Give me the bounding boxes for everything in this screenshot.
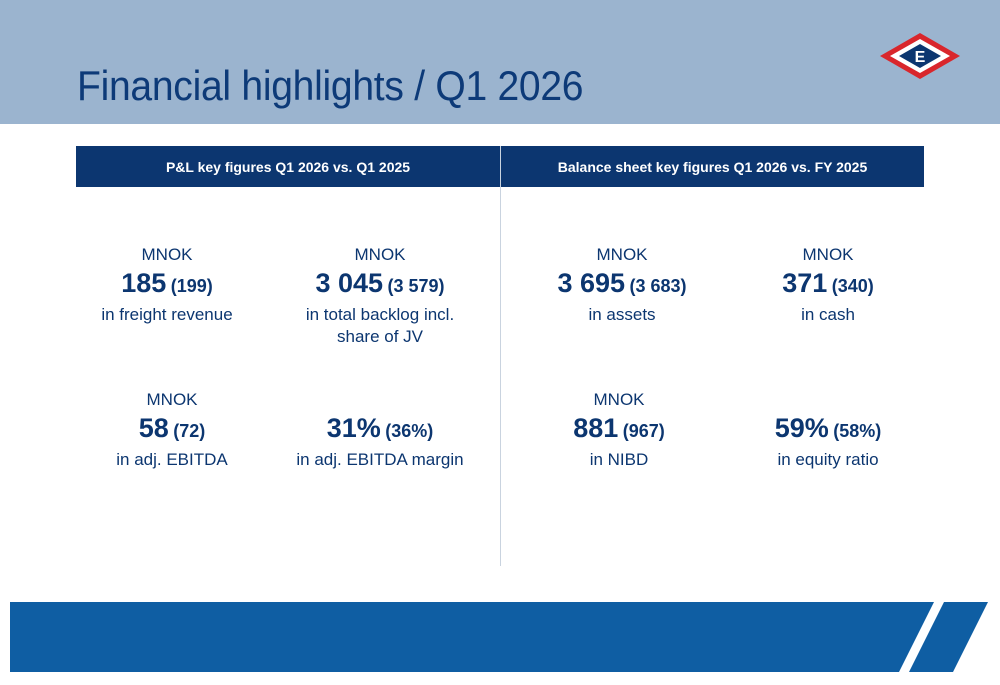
- figure-adj-ebitda-margin: 31% (36%) in adj. EBITDA margin: [275, 390, 485, 471]
- figure-description: in adj. EBITDA margin: [296, 450, 464, 469]
- balance-sheet-key-figures-header: Balance sheet key figures Q1 2026 vs. FY…: [501, 146, 924, 187]
- figure-unit: [723, 390, 933, 410]
- footer-band: [10, 602, 988, 672]
- figure-cash: MNOK 371 (340) in cash: [723, 245, 933, 326]
- header-band: [0, 0, 1000, 124]
- figure-value: 3 695: [557, 268, 626, 298]
- figure-description: in total backlog incl. share of JV: [305, 305, 455, 346]
- figure-value: 31%: [326, 413, 381, 443]
- column-divider: [500, 146, 501, 566]
- figure-value: 371: [782, 268, 828, 298]
- figure-value: 58: [138, 413, 169, 443]
- figure-previous: (72): [173, 421, 206, 441]
- figure-value: 881: [573, 413, 619, 443]
- figure-unit: MNOK: [354, 245, 406, 264]
- figure-unit: MNOK: [141, 245, 193, 264]
- figure-previous: (58%): [833, 421, 882, 441]
- pl-key-figures-header: P&L key figures Q1 2026 vs. Q1 2025: [76, 146, 500, 187]
- figure-total-backlog: MNOK 3 045 (3 579) in total backlog incl…: [275, 245, 485, 348]
- figure-value: 185: [121, 268, 167, 298]
- figure-description: in adj. EBITDA: [116, 450, 228, 469]
- figure-previous: (36%): [385, 421, 434, 441]
- figure-previous: (967): [622, 421, 665, 441]
- page-title: Financial highlights / Q1 2026: [77, 62, 584, 109]
- figure-value: 59%: [774, 413, 829, 443]
- figure-unit: [275, 390, 485, 410]
- figure-equity-ratio: 59% (58%) in equity ratio: [723, 390, 933, 471]
- figure-description: in NIBD: [589, 450, 649, 469]
- figure-assets: MNOK 3 695 (3 683) in assets: [517, 245, 727, 326]
- figure-description: in cash: [801, 305, 855, 324]
- figure-previous: (199): [170, 276, 213, 296]
- company-logo-icon: E: [880, 33, 960, 79]
- figure-previous: (3 579): [387, 276, 445, 296]
- figure-description: in equity ratio: [777, 450, 879, 469]
- figure-adj-ebitda: MNOK 58 (72) in adj. EBITDA: [67, 390, 277, 471]
- figure-unit: MNOK: [802, 245, 854, 264]
- figure-unit: MNOK: [596, 245, 648, 264]
- figure-freight-revenue: MNOK 185 (199) in freight revenue: [62, 245, 272, 326]
- figure-description: in freight revenue: [101, 305, 233, 324]
- figure-unit: MNOK: [146, 390, 198, 409]
- figure-description: in assets: [588, 305, 656, 324]
- figure-previous: (340): [831, 276, 874, 296]
- figure-unit: MNOK: [593, 390, 645, 409]
- figure-nibd: MNOK 881 (967) in NIBD: [514, 390, 724, 471]
- logo-letter: E: [915, 49, 926, 66]
- figure-previous: (3 683): [629, 276, 687, 296]
- figure-value: 3 045: [315, 268, 384, 298]
